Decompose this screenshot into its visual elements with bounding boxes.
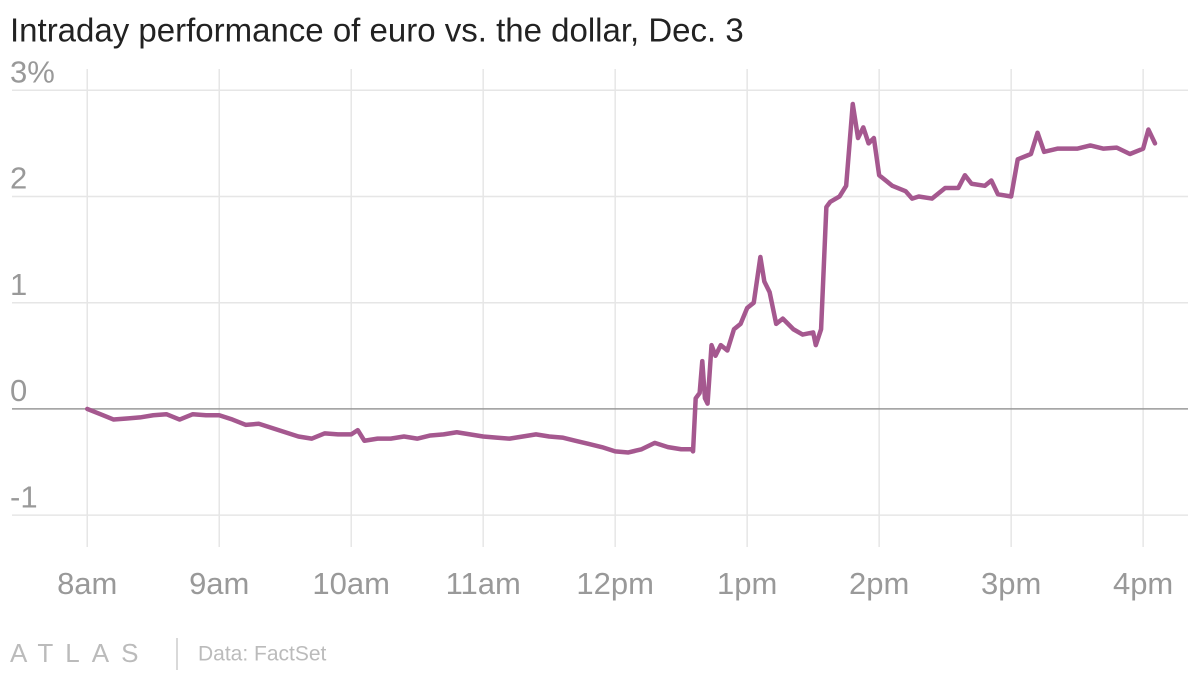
x-tick-label: 3pm	[981, 566, 1041, 601]
y-tick-label: 3%	[10, 54, 55, 89]
y-tick-label: 2	[10, 161, 27, 196]
y-tick-label: 0	[10, 373, 27, 408]
x-tick-label: 1pm	[717, 566, 777, 601]
x-tick-label: 12pm	[576, 566, 654, 601]
brand: ATLAS	[10, 638, 150, 668]
source: Data: FactSet	[198, 643, 327, 666]
x-tick-label: 2pm	[849, 566, 909, 601]
x-tick-label: 10am	[312, 566, 390, 601]
x-tick-label: 9am	[189, 566, 249, 601]
x-tick-label: 11am	[446, 566, 521, 601]
x-tick-label: 4pm	[1113, 566, 1173, 601]
data-line	[84, 101, 1158, 455]
y-tick-label: 1	[10, 267, 27, 302]
y-tick-label: -1	[10, 479, 38, 514]
chart-title: Intraday performance of euro vs. the dol…	[10, 12, 744, 49]
x-tick-label: 8am	[57, 566, 117, 601]
